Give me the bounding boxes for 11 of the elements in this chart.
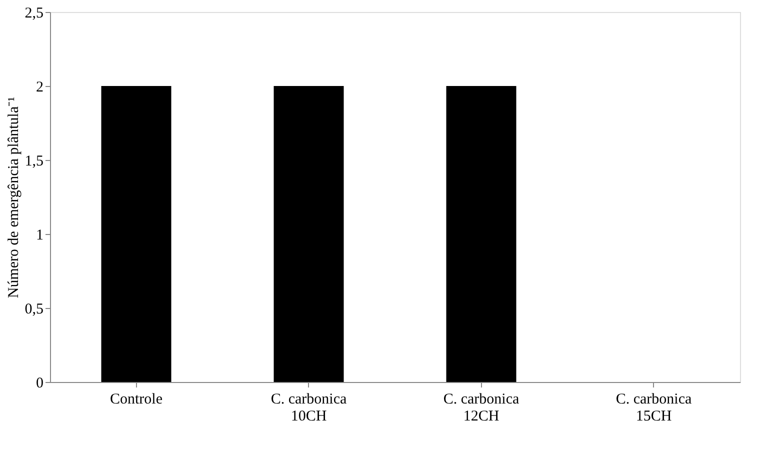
y-tick-label: 1,5 [24,154,44,170]
y-axis-title: Número de emergência plântula⁻¹ [6,96,22,298]
x-tick-label: C. carbonica 10CH [270,392,347,424]
x-tick-label: C. carbonica 12CH [443,392,520,424]
y-tick-label: 0,5 [24,302,44,318]
x-tick-label: C. carbonica 15CH [616,392,692,424]
y-tick-label: 2 [36,80,44,96]
y-tick-label: 0 [36,376,44,392]
y-tick-label: 2,5 [24,6,44,22]
y-tick-label: 1 [36,228,44,244]
x-tick-label: Controle [110,392,163,408]
